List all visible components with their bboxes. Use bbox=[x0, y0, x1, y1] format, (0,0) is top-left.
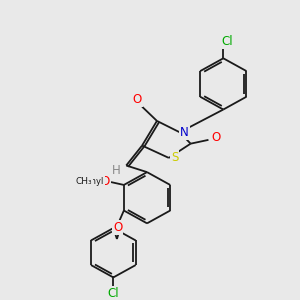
Text: O: O bbox=[212, 131, 221, 145]
Text: Cl: Cl bbox=[221, 35, 233, 48]
Text: S: S bbox=[171, 152, 178, 164]
Text: O: O bbox=[113, 221, 122, 234]
Text: Cl: Cl bbox=[107, 287, 119, 300]
Text: H: H bbox=[112, 164, 121, 177]
Text: O: O bbox=[133, 93, 142, 106]
Text: N: N bbox=[180, 126, 189, 139]
Text: O: O bbox=[100, 175, 110, 188]
Text: CH₃: CH₃ bbox=[76, 177, 92, 186]
Text: methyl: methyl bbox=[74, 177, 104, 186]
